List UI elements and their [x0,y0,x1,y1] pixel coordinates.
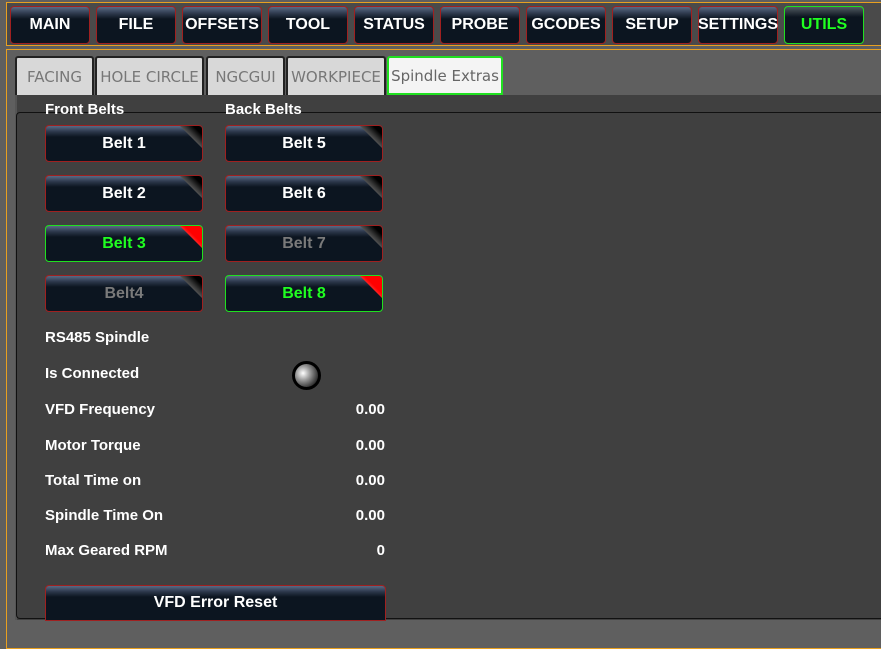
belt-label: Belt 3 [102,234,146,252]
is-connected-label: Is Connected [45,365,140,382]
belt-button-belt2[interactable]: Belt 2 [45,175,203,212]
belt-button-belt5[interactable]: Belt 5 [225,125,383,162]
belt-indicator-corner [180,226,202,248]
belt-indicator-corner [360,276,382,298]
belt-indicator-corner [180,176,202,198]
spindle-stat-label: Total Time on [45,472,142,489]
belt-button-belt7[interactable]: Belt 7 [225,225,383,262]
nav-button-tool[interactable]: TOOL [268,6,348,44]
belt-button-belt8[interactable]: Belt 8 [225,275,383,312]
spindle-stat-value: 0.00 [355,507,385,524]
spindle-stat-value: 0.00 [355,472,385,489]
belt-label: Belt 1 [102,134,146,152]
spindle-stat-label: VFD Frequency [45,401,156,418]
spindle-stat-label: Max Geared RPM [45,542,168,559]
nav-button-probe[interactable]: PROBE [440,6,520,44]
belt-label: Belt 2 [102,184,146,202]
belt-label: Belt 7 [282,234,326,252]
belt-button-belt4[interactable]: Belt4 [45,275,203,312]
nav-button-setup[interactable]: SETUP [612,6,692,44]
front-belts-title: Front Belts [45,101,125,118]
spindle-extras-panel [16,112,881,619]
nav-button-main[interactable]: MAIN [10,6,90,44]
nav-button-status[interactable]: STATUS [354,6,434,44]
rs485-spindle-title: RS485 Spindle [45,329,150,346]
nav-button-gcodes[interactable]: GCODES [526,6,606,44]
nav-button-offsets[interactable]: OFFSETS [182,6,262,44]
belt-button-belt1[interactable]: Belt 1 [45,125,203,162]
spindle-stat-value: 0.00 [355,401,385,418]
tab-ngcgui[interactable]: NGCGUI [206,56,285,95]
connection-led-indicator [292,361,321,390]
belt-indicator-corner [360,126,382,148]
belt-button-belt6[interactable]: Belt 6 [225,175,383,212]
nav-button-utils[interactable]: UTILS [784,6,864,44]
spindle-stat-label: Spindle Time On [45,507,164,524]
belt-label: Belt 6 [282,184,326,202]
belt-indicator-corner [180,126,202,148]
spindle-stat-label: Motor Torque [45,437,141,454]
nav-button-settings[interactable]: SETTINGS [698,6,778,44]
spindle-stat-value: 0.00 [355,437,385,454]
belt-indicator-corner [360,226,382,248]
belt-indicator-corner [180,276,202,298]
belt-indicator-corner [360,176,382,198]
belt-label: Belt4 [104,284,144,302]
tab-facing[interactable]: FACING [15,56,94,95]
belt-button-belt3[interactable]: Belt 3 [45,225,203,262]
tab-spindle-extras[interactable]: Spindle Extras [387,56,503,95]
tab-workpiece[interactable]: WORKPIECE [286,56,386,95]
back-belts-title: Back Belts [225,101,302,118]
spindle-stat-value: 0 [376,542,385,559]
belt-label: Belt 8 [282,284,326,302]
tab-hole-circle[interactable]: HOLE CIRCLE [95,56,204,95]
vfd-error-reset-button[interactable]: VFD Error Reset [45,585,386,621]
nav-button-file[interactable]: FILE [96,6,176,44]
belt-label: Belt 5 [282,134,326,152]
